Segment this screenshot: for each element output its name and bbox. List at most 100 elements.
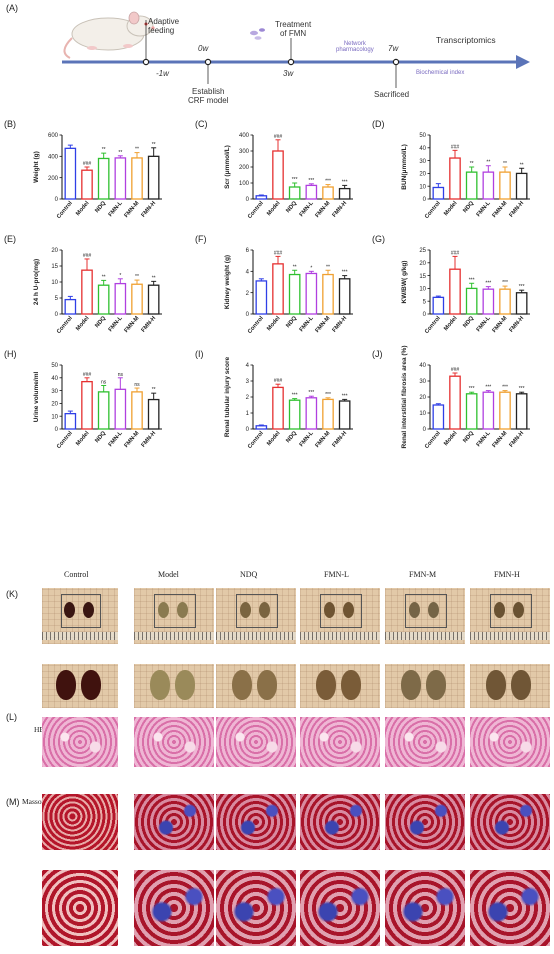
chart-3-sig-1: ### — [83, 253, 92, 259]
chart-2-sig-1: ### — [451, 144, 460, 150]
column-header-fmn-h: FMN-H — [494, 570, 520, 579]
chart-2-sig-5: ** — [520, 162, 524, 168]
chart-6-category-2: NDQ — [94, 430, 107, 444]
chart-3-category-4: FMN-M — [124, 315, 141, 334]
chart-3-category-0: Control — [56, 315, 74, 335]
chart-8-sig-5: *** — [519, 386, 525, 392]
chart-0-category-2: NDQ — [94, 200, 107, 214]
ruler — [470, 632, 550, 640]
chart-5-bar-3 — [482, 288, 495, 315]
chart-3-sig-4: ** — [135, 274, 139, 280]
chart-0-category-3: FMN-L — [108, 200, 124, 218]
masson-zoom-fmn-h — [470, 870, 550, 946]
tick-minus1w: -1w — [156, 69, 169, 78]
chart-7-category-3: FMN-L — [299, 430, 315, 448]
chart-4-bar-1 — [272, 263, 284, 315]
chart-4-bar-4 — [322, 273, 334, 315]
chart-8-category-3: FMN-L — [476, 430, 492, 448]
zoom-frame — [61, 594, 101, 628]
chart-4-sig-5: *** — [342, 270, 348, 276]
chart-1-category-3: FMN-L — [299, 200, 315, 218]
chart-3-ytick-label-3: 15 — [51, 264, 58, 270]
chart-5-sig-2: *** — [469, 277, 475, 283]
chart-5-bar-1 — [449, 268, 461, 315]
chart-4-ylabel: Kidney weight (g) — [224, 255, 231, 309]
chart-6-category-0: Control — [56, 430, 74, 450]
chart-0-category-1: Model — [75, 200, 91, 217]
chart-6-ytick-label-5: 50 — [51, 363, 58, 369]
chart-5-ytick-label-0: 0 — [423, 312, 427, 318]
ruler — [216, 632, 296, 640]
chart-6-bar-3 — [114, 388, 127, 430]
chart-1-category-4: FMN-M — [315, 200, 332, 219]
chart-2-ylabel: BUN(μmmol/L) — [401, 144, 408, 190]
chart-3-bar-1 — [81, 269, 93, 315]
chart-8-ytick-label-1: 10 — [419, 411, 426, 417]
chart-8-category-5: FMN-H — [509, 430, 526, 448]
chart-0-sig-2: ** — [102, 147, 106, 153]
chart-2-bar-0 — [432, 186, 445, 200]
chart-1-bar-4 — [322, 186, 334, 200]
masson-stain-model — [134, 794, 214, 850]
kidney-shape — [315, 670, 336, 700]
chart-5-sig-4: *** — [502, 280, 508, 286]
kidney-shape — [259, 602, 270, 618]
chart-0-sig-5: ** — [152, 142, 156, 148]
chart-7-category-0: Control — [247, 430, 265, 450]
masson-stain-fmn-h — [470, 794, 550, 850]
masson-zoom-fmn-l — [300, 870, 380, 946]
tick-7w: 7w — [388, 44, 399, 53]
chart-1-bar-1 — [272, 150, 284, 200]
chart-8-ytick-label-3: 30 — [419, 379, 426, 385]
masson-zoom-control — [42, 870, 118, 946]
chart-7-ytick-label-1: 1 — [246, 411, 250, 417]
chart-3-ytick-label-0: 0 — [55, 312, 59, 318]
pills-icon — [250, 28, 265, 40]
chart-4-sig-3: * — [310, 265, 312, 271]
kidney-zoom-ndq — [216, 664, 296, 708]
chart-2-category-5: FMN-H — [509, 200, 526, 218]
chart-3-bar-0 — [64, 298, 77, 315]
kidney-photo-fmn-l — [300, 588, 380, 644]
kidney-shape — [80, 670, 101, 700]
chart-5-bar-4 — [499, 288, 511, 315]
he-stain-control — [42, 717, 118, 767]
chart-8-panel-label: (J) — [372, 349, 383, 359]
tick-0w: 0w — [198, 44, 209, 53]
kidney-shape — [82, 602, 94, 618]
chart-6-bar-1 — [81, 380, 93, 430]
he-stain-ndq — [216, 717, 296, 767]
masson-zoom-ndq — [216, 870, 296, 946]
chart-8-bar-4 — [499, 391, 511, 430]
event-treatment: Treatment of FMN — [275, 20, 312, 38]
kidney-photo-model — [134, 588, 214, 644]
chart-5-bar-0 — [432, 296, 445, 315]
chart-6-category-4: FMN-M — [124, 430, 141, 449]
chart-1-ytick-label-1: 100 — [239, 181, 250, 187]
chart-4-bar-2 — [288, 273, 301, 315]
chart-3-panel-label: (E) — [4, 234, 16, 244]
chart-4-category-1: Model — [266, 315, 282, 332]
chart-4-category-2: NDQ — [285, 315, 298, 329]
kidney-zoom-fmn-h — [470, 664, 550, 708]
chart-8-ytick-label-2: 20 — [419, 395, 426, 401]
chart-1-sig-1: ### — [274, 134, 283, 140]
chart-1-ytick-label-0: 0 — [246, 197, 250, 203]
chart-1-category-2: NDQ — [285, 200, 298, 214]
chart-2-ytick-label-3: 30 — [419, 159, 426, 165]
chart-7-category-4: FMN-M — [315, 430, 332, 449]
he-row-tag: HE — [34, 725, 44, 734]
chart-7-ytick-label-0: 0 — [246, 427, 250, 433]
kidney-shape — [511, 670, 532, 700]
zoom-frame — [490, 594, 532, 628]
chart-3-category-2: NDQ — [94, 315, 107, 329]
chart-2-category-4: FMN-M — [492, 200, 509, 219]
chart-4-panel-label: (F) — [195, 234, 207, 244]
chart-7-panel-label: (I) — [195, 349, 204, 359]
timeline-arrowhead — [516, 55, 530, 69]
note-network-pharmacology: Network pharmacology — [336, 41, 374, 53]
chart-2-category-2: NDQ — [462, 200, 475, 214]
he-stain-fmn-h — [470, 717, 550, 767]
chart-3-bar-3 — [114, 282, 127, 315]
chart-2-sig-2: ** — [470, 161, 474, 167]
